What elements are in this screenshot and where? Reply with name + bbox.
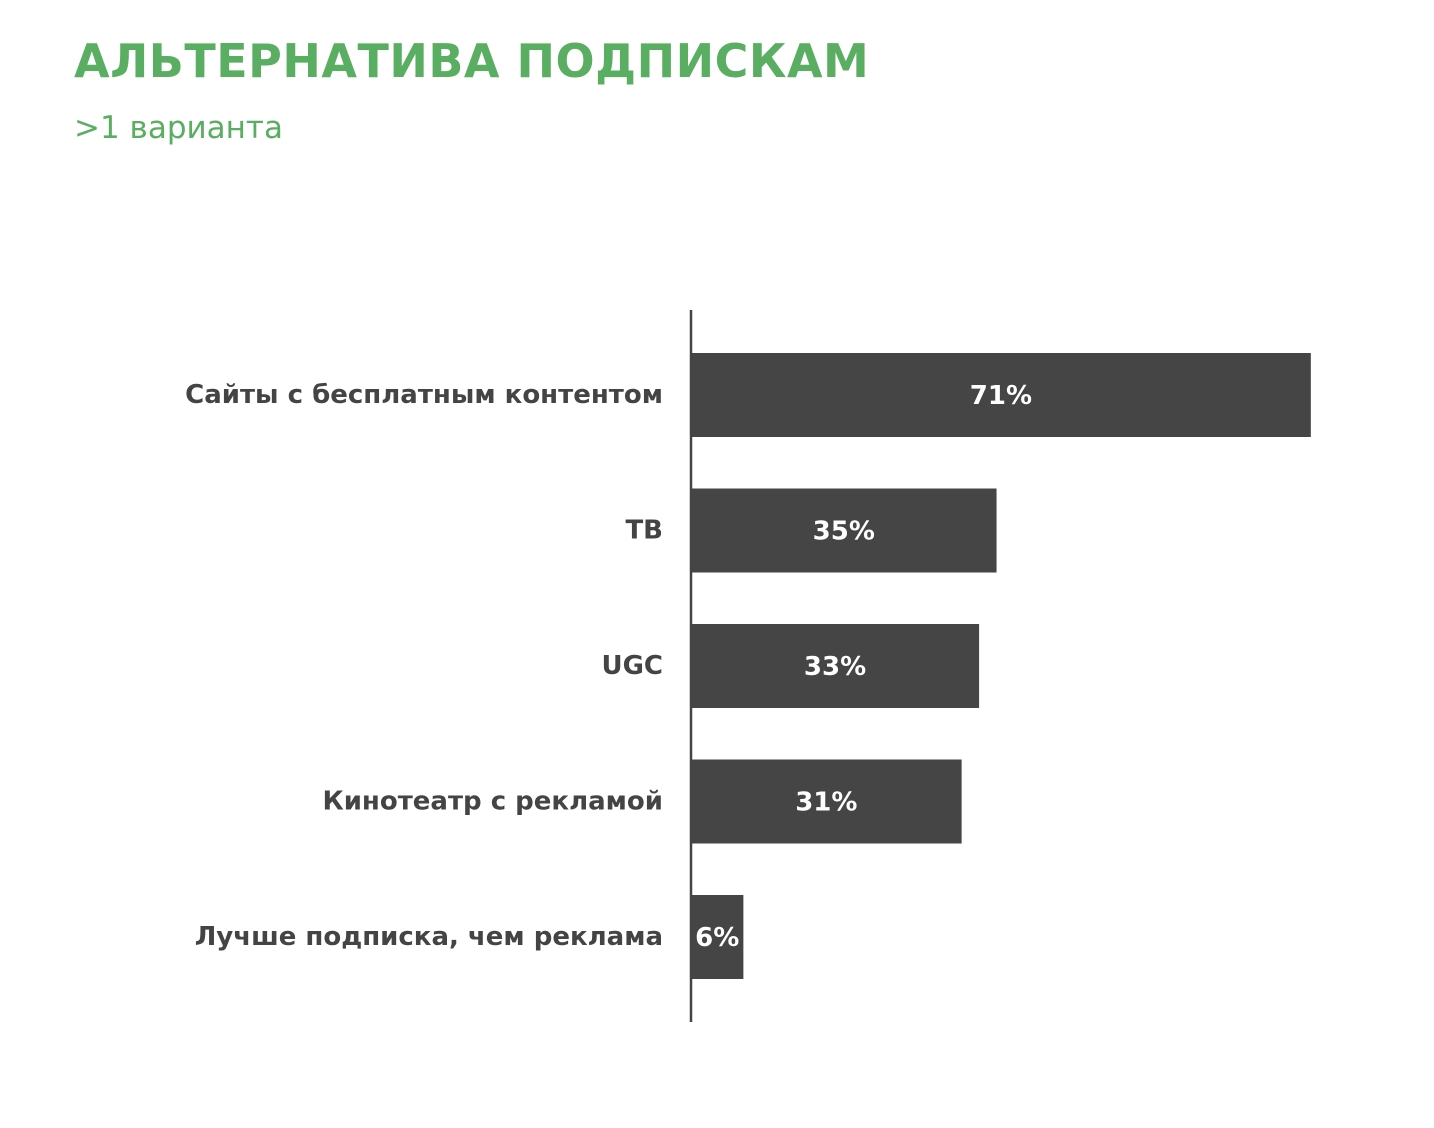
- category-label: Кинотеатр с рекламой: [322, 787, 663, 817]
- value-label: 71%: [970, 381, 1032, 411]
- value-label: 31%: [795, 788, 857, 818]
- value-label: 6%: [695, 923, 739, 953]
- bars-layer: Сайты с бесплатным контентом 71% ТВ 35% UGC 3…: [185, 353, 1311, 979]
- category-label: ТВ: [625, 516, 663, 546]
- value-label: 33%: [804, 652, 866, 682]
- category-label: Лучше подписка, чем реклама: [195, 922, 663, 952]
- bar: [691, 353, 1311, 437]
- category-label: UGC: [601, 651, 663, 681]
- page-subtitle: >1 варианта: [74, 110, 283, 146]
- category-label: Сайты с бесплатным контентом: [185, 380, 663, 410]
- bar: [691, 488, 997, 573]
- bar: [691, 895, 744, 979]
- page-title: АЛЬТЕРНАТИВА ПОДПИСКАМ: [74, 34, 870, 88]
- bar: [691, 624, 980, 708]
- bar: [691, 759, 962, 844]
- value-label: 35%: [813, 517, 875, 547]
